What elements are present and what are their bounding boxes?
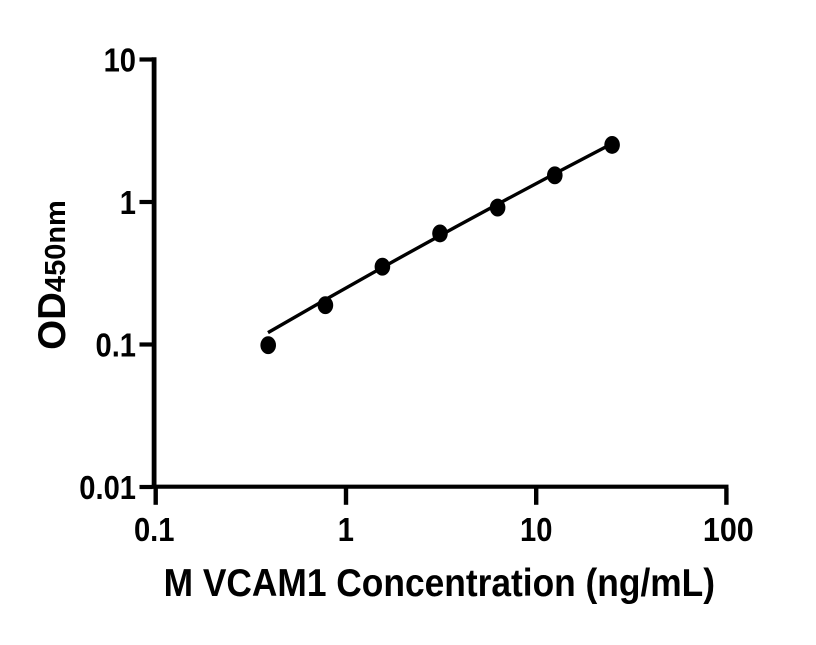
svg-text:100: 100 [703, 510, 754, 548]
svg-text:0.01: 0.01 [79, 469, 136, 506]
svg-text:1: 1 [120, 184, 136, 221]
svg-text:10: 10 [104, 42, 136, 79]
svg-text:1: 1 [338, 511, 354, 548]
svg-text:0.1: 0.1 [134, 511, 174, 548]
svg-text:10: 10 [520, 511, 552, 548]
svg-text:M VCAM1 Concentration (ng/mL): M VCAM1 Concentration (ng/mL) [164, 560, 715, 604]
svg-text:0.1: 0.1 [96, 327, 136, 364]
